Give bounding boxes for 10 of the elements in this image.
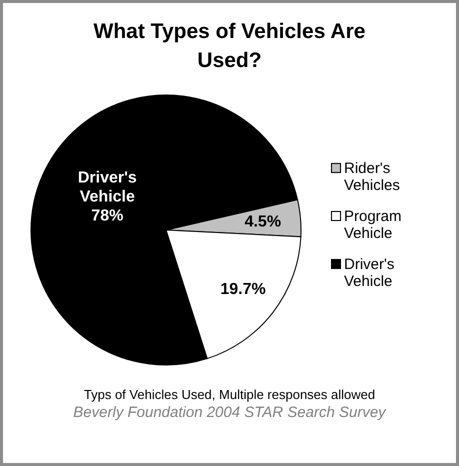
legend-label: Driver's Vehicle [344,256,396,290]
pie-slice [30,94,298,366]
data-label: Driver's Vehicle 78% [78,169,137,224]
legend-label: Program Vehicle [344,208,403,242]
text: Beverly Foundation 2004 STAR Search Survey [72,404,388,421]
chart-title: What Types of Vehicles Are Used? [93,19,366,74]
data-label: 4.5% [244,212,282,230]
legend-label: Rider's Vehicles [344,160,401,194]
text: Typs of Vehicles Used, Multiple responses allowed [82,387,376,402]
data-label: 19.7% [220,280,266,298]
